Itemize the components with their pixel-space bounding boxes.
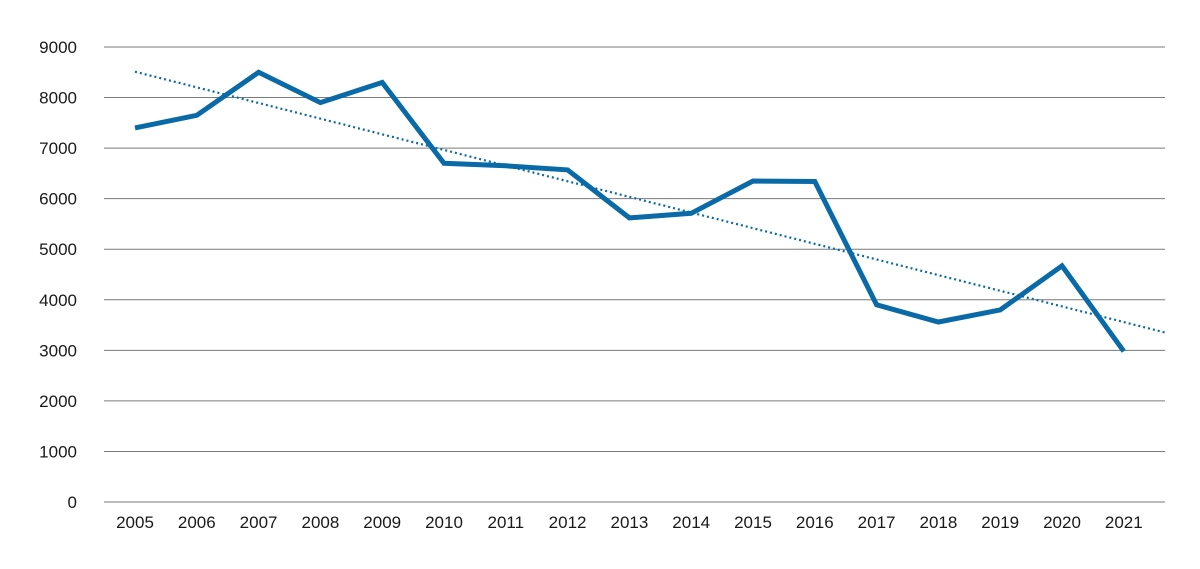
x-tick-label: 2005 — [116, 513, 154, 532]
trend-line — [134, 70, 1166, 334]
y-tick-label: 8000 — [39, 89, 77, 108]
x-tick-label: 2019 — [981, 513, 1019, 532]
y-tick-label: 2000 — [39, 392, 77, 411]
x-axis-ticks: 2005 2006 2007 2008 2009 2010 2011 2012 2013 2014… — [116, 513, 1143, 532]
x-tick-label: 2012 — [549, 513, 587, 532]
x-tick-label: 2009 — [363, 513, 401, 532]
gridlines — [104, 46, 1165, 503]
y-tick-label: 5000 — [39, 240, 77, 259]
y-tick-label: 9000 — [39, 38, 77, 57]
y-tick-label: 0 — [68, 493, 77, 512]
x-tick-label: 2017 — [858, 513, 896, 532]
x-tick-label: 2014 — [672, 513, 710, 532]
y-tick-label: 7000 — [39, 139, 77, 158]
x-tick-label: 2008 — [301, 513, 339, 532]
x-tick-label: 2010 — [425, 513, 463, 532]
y-tick-label: 3000 — [39, 341, 77, 360]
x-tick-label: 2021 — [1105, 513, 1143, 532]
x-tick-label: 2011 — [488, 513, 525, 532]
x-tick-label: 2007 — [240, 513, 278, 532]
y-tick-label: 6000 — [39, 190, 77, 209]
x-tick-label: 2006 — [178, 513, 216, 532]
x-tick-label: 2018 — [919, 513, 957, 532]
x-tick-label: 2013 — [610, 513, 648, 532]
y-tick-label: 1000 — [39, 442, 77, 461]
y-axis-ticks: 0 1000 2000 3000 4000 5000 6000 7000 8000 9000 — [39, 38, 77, 512]
x-tick-label: 2016 — [796, 513, 834, 532]
series-line — [134, 69, 1126, 353]
x-tick-label: 2020 — [1043, 513, 1081, 532]
x-tick-label: 2015 — [734, 513, 772, 532]
y-tick-label: 4000 — [39, 291, 77, 310]
